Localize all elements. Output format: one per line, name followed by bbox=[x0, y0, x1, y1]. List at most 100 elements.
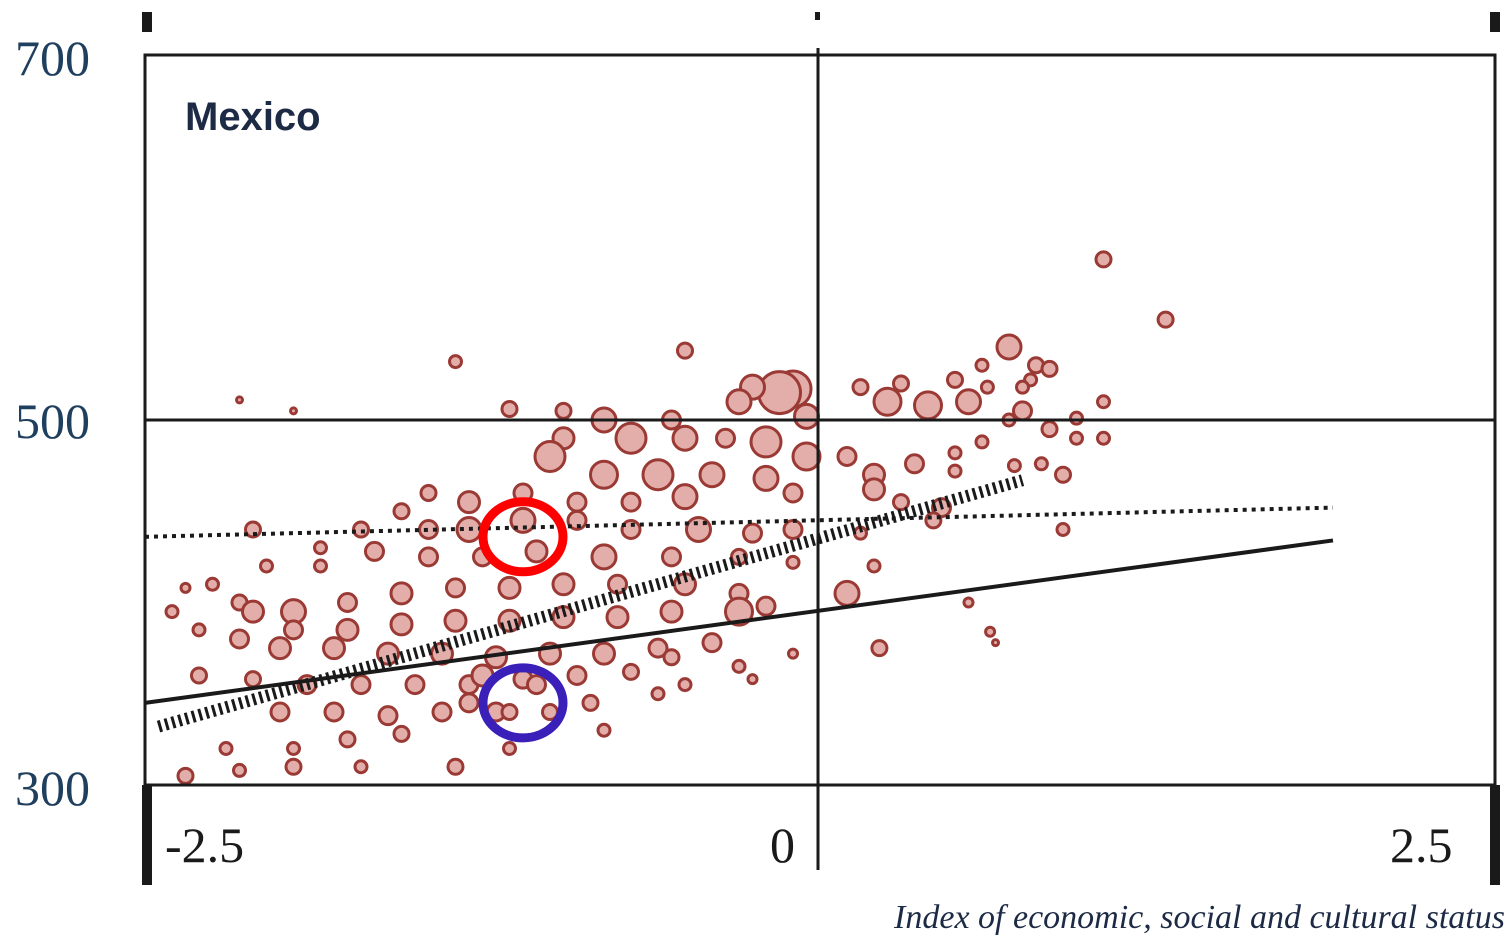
scatter-point bbox=[446, 757, 465, 776]
y-tick-label: 700 bbox=[15, 30, 90, 86]
scatter-point bbox=[620, 519, 642, 540]
scatter-point bbox=[731, 658, 747, 674]
scatter-point bbox=[241, 599, 265, 624]
scatter-point bbox=[284, 757, 303, 776]
scatter-point bbox=[404, 674, 426, 696]
scatter-point bbox=[791, 441, 822, 472]
scatter-point bbox=[724, 596, 754, 627]
scatter-point bbox=[614, 421, 648, 455]
scatter-point bbox=[715, 427, 736, 449]
scatter-point bbox=[947, 463, 963, 479]
scatter-point bbox=[500, 400, 519, 419]
scatter-point bbox=[1069, 410, 1084, 426]
scatter-point bbox=[566, 509, 588, 531]
scatter-point bbox=[392, 502, 411, 521]
top-left-tick bbox=[142, 12, 152, 32]
scatter-point bbox=[1156, 310, 1175, 329]
scatter-point bbox=[785, 554, 801, 570]
scatter-point bbox=[448, 354, 463, 370]
scatter-point bbox=[991, 638, 1000, 648]
scatter-point bbox=[418, 546, 439, 568]
scatter-point bbox=[866, 558, 882, 574]
highlight-circles bbox=[478, 497, 568, 743]
scatter-point bbox=[313, 540, 328, 556]
scatter-point bbox=[218, 741, 234, 756]
scatter-point bbox=[1069, 430, 1084, 446]
scatter-point bbox=[892, 493, 910, 512]
scatter-point bbox=[337, 592, 358, 613]
scatter-point bbox=[1006, 458, 1022, 474]
scatter-point bbox=[671, 424, 699, 452]
scatter-point bbox=[755, 595, 777, 617]
scatter-point bbox=[1054, 465, 1072, 484]
scatter-points bbox=[164, 250, 1175, 785]
x-tick-label: -2.5 bbox=[165, 817, 244, 873]
bottom-left-tick bbox=[142, 785, 152, 885]
scatter-point bbox=[671, 483, 699, 511]
scatter-point bbox=[947, 445, 963, 461]
scatter-point bbox=[502, 741, 517, 756]
scatter-point bbox=[974, 357, 990, 373]
scatter-point bbox=[581, 693, 600, 712]
scatter-point bbox=[1040, 359, 1059, 378]
scatter-point bbox=[269, 701, 291, 723]
scatter-point bbox=[392, 724, 411, 743]
x-tick-label: 2.5 bbox=[1390, 817, 1453, 873]
highlight-circle-red bbox=[478, 497, 568, 577]
scatter-point bbox=[605, 605, 630, 630]
scatter-point bbox=[862, 477, 886, 502]
scatter-point bbox=[322, 636, 346, 661]
top-right-tick bbox=[1490, 12, 1500, 32]
scatter-point bbox=[622, 662, 640, 681]
scatter-point bbox=[833, 579, 861, 607]
scatter-point bbox=[851, 378, 870, 397]
scatter-point bbox=[1015, 379, 1030, 395]
scatter-point bbox=[752, 464, 780, 492]
x-tick-label: 0 bbox=[770, 817, 795, 873]
scatter-point bbox=[179, 581, 192, 594]
scatter-point bbox=[749, 425, 783, 459]
scatter-point bbox=[782, 482, 804, 504]
y-tick-label: 500 bbox=[15, 393, 90, 449]
scatter-point bbox=[389, 612, 414, 637]
scatter-point bbox=[946, 370, 964, 389]
scatter-point bbox=[962, 596, 975, 609]
scatter-point bbox=[377, 705, 399, 727]
scatter-point bbox=[551, 572, 576, 597]
scatter-point bbox=[1012, 400, 1033, 422]
scatter-point bbox=[979, 379, 995, 395]
scatter-point bbox=[268, 636, 292, 661]
scatter-point bbox=[995, 333, 1023, 361]
scatter-point bbox=[259, 558, 274, 574]
panel-title: Mexico bbox=[185, 95, 321, 139]
x-axis-label: Index of economic, social and cultural s… bbox=[893, 899, 1505, 936]
scatter-point bbox=[443, 608, 468, 633]
scatter-point bbox=[283, 619, 304, 641]
scatter-point bbox=[176, 766, 195, 785]
scatter-point bbox=[1096, 394, 1111, 410]
scatter-point bbox=[205, 576, 220, 592]
scatter-point bbox=[364, 540, 385, 562]
scatter-point bbox=[620, 491, 642, 513]
scatter-point bbox=[418, 519, 439, 540]
scatter-point bbox=[1096, 430, 1111, 446]
scatter-point bbox=[698, 461, 726, 489]
scatter-point bbox=[533, 440, 567, 473]
scatter-point bbox=[596, 722, 612, 738]
scatter-point bbox=[554, 401, 573, 420]
scatter-point bbox=[191, 622, 207, 638]
scatter-point bbox=[904, 453, 925, 475]
scatter-point bbox=[419, 484, 438, 502]
scatter-point bbox=[289, 406, 298, 416]
scatter-point bbox=[190, 666, 208, 685]
scatter-point bbox=[1033, 456, 1049, 472]
scatter-point bbox=[742, 522, 763, 544]
scatter-point bbox=[647, 637, 669, 659]
scatter-point bbox=[229, 628, 250, 650]
scatter-point bbox=[892, 374, 910, 393]
scatter-point bbox=[350, 674, 372, 696]
scatter-point bbox=[924, 511, 943, 530]
scatter-point bbox=[244, 670, 262, 689]
scatter-point bbox=[641, 458, 675, 492]
